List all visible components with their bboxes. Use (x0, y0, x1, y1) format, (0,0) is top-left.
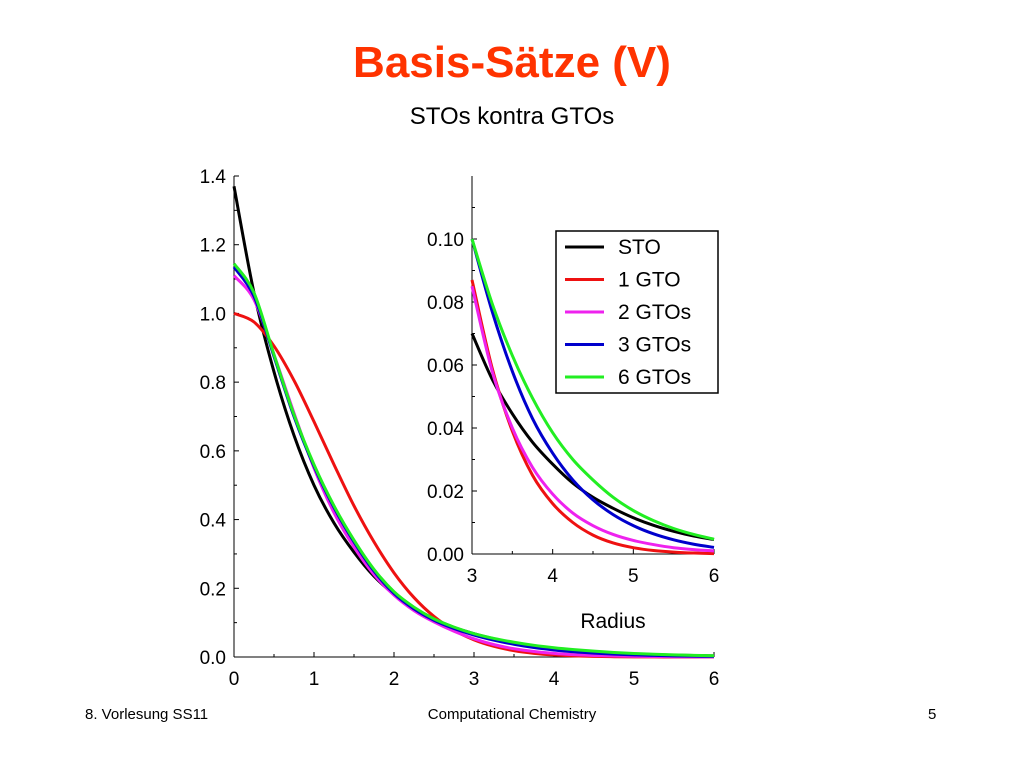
inset-series-2-gtos (470, 285, 715, 553)
main-x-tick-label: 1 (309, 669, 320, 690)
main-y-tick-label: 0.4 (200, 511, 227, 532)
slide-subtitle: STOs kontra GTOs (409, 103, 615, 130)
main-y-tick-label: 0.8 (200, 373, 226, 394)
slide-title: Basis-Sätze (V) (353, 38, 671, 87)
inset-series-3-gtos (470, 238, 715, 549)
main-y-tick-label: 0.0 (200, 648, 226, 669)
inset-y-tick-label: 0.04 (427, 419, 464, 440)
main-y-tick-label: 1.4 (200, 167, 227, 188)
main-y-tick-label: 0.6 (200, 442, 226, 463)
inset-y-tick-label: 0.00 (427, 545, 464, 566)
inset-chart: 3 4 5 6 0.00 0.02 0.04 0.06 0.08 0.10 Radius (427, 176, 719, 633)
footer-page-number: 5 (928, 706, 937, 723)
main-x-tick-label: 3 (469, 669, 480, 690)
main-series-6-gtos (232, 262, 715, 658)
legend-label-6-gtos: 6 GTOs (618, 366, 691, 389)
inset-y-tick-label: 0.10 (427, 230, 464, 251)
main-x-tick-label: 5 (629, 669, 640, 690)
footer-lecture: 8. Vorlesung SS11 (85, 706, 209, 723)
legend-label-sto: STO (618, 236, 661, 259)
legend-label-2-gtos: 2 GTOs (618, 301, 691, 324)
inset-series-6-gtos (470, 238, 715, 541)
main-chart: 0 1 2 3 4 5 6 0.0 0.2 0.4 0.6 0.8 1.0 1.2 1.4 (200, 167, 720, 690)
inset-x-tick-label: 6 (709, 566, 720, 587)
main-x-tick-label: 0 (229, 669, 240, 690)
x-axis-label: Radius (580, 610, 645, 633)
main-y-tick-label: 1.2 (200, 236, 226, 257)
main-x-tick-label: 2 (389, 669, 400, 690)
inset-y-tick-label: 0.02 (427, 482, 464, 503)
legend-label-1-gto: 1 GTO (618, 269, 681, 292)
main-y-tick-label: 0.2 (200, 579, 226, 600)
main-y-tick-label: 1.0 (200, 304, 226, 325)
inset-x-tick-label: 4 (547, 566, 558, 587)
inset-x-tick-label: 3 (467, 566, 478, 587)
legend: STO 1 GTO 2 GTOs 3 GTOs 6 GTOs (555, 230, 719, 394)
inset-y-tick-label: 0.08 (427, 293, 464, 314)
inset-y-tick-label: 0.06 (427, 356, 464, 377)
footer-course: Computational Chemistry (427, 706, 597, 723)
main-x-tick-label: 6 (709, 669, 720, 690)
inset-x-tick-label: 5 (628, 566, 639, 587)
main-x-tick-label: 4 (549, 669, 560, 690)
legend-label-3-gtos: 3 GTOs (618, 334, 691, 357)
inset-series-sto (470, 332, 715, 541)
